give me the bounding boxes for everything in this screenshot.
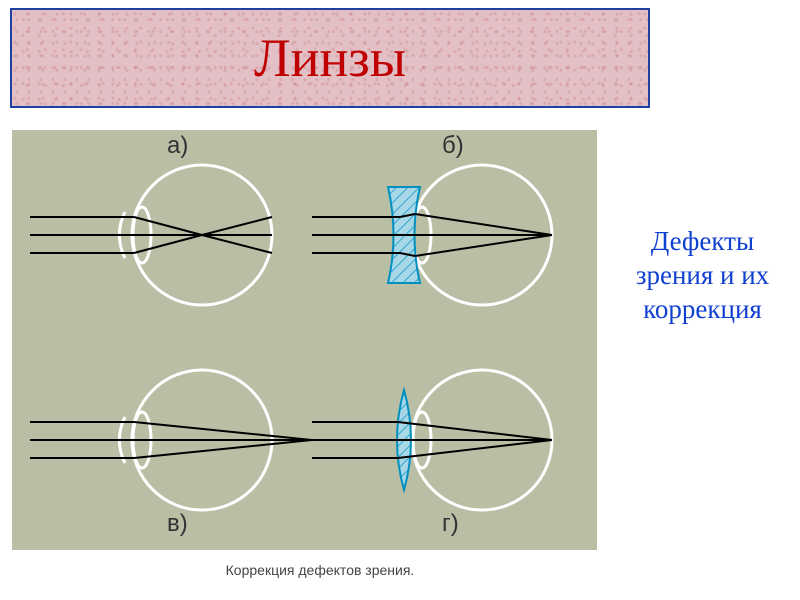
page-title: Линзы: [254, 27, 406, 89]
figure-caption: Коррекция дефектов зрения.: [150, 562, 490, 578]
optics-diagram-svg: [12, 130, 597, 550]
diagram-v: [30, 370, 312, 510]
diagram-g: [312, 370, 552, 510]
diagram-b: [312, 165, 552, 305]
sidebar-label: Дефекты зрения и их коррекция: [615, 225, 790, 326]
diagram-a: [30, 165, 272, 305]
title-banner: Линзы: [10, 8, 650, 108]
diagram-panel: а) б) в) г): [12, 130, 597, 550]
